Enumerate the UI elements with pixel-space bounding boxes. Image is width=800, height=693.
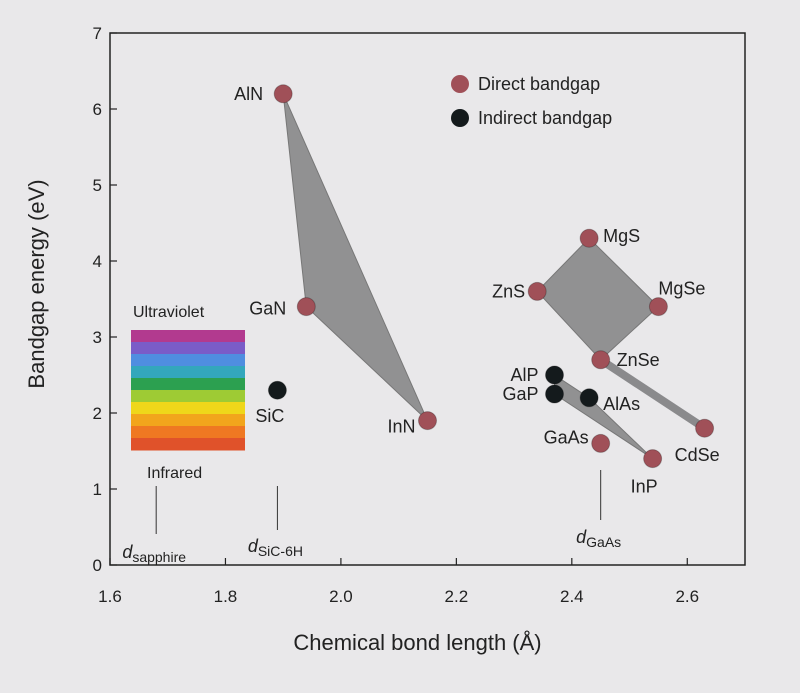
spectrum-box [131, 330, 245, 451]
reference-d: d [122, 542, 133, 562]
point-gan [296, 297, 316, 317]
legend-label-direct-bandgap: Direct bandgap [478, 74, 600, 94]
spectrum-band-8 [131, 426, 245, 439]
reference-d: d [576, 527, 587, 547]
point-mgs [579, 228, 599, 248]
point-alas [579, 388, 599, 408]
legend-marker-direct-bandgap [451, 75, 469, 93]
y-tick-label: 2 [93, 404, 102, 423]
point-gaas [591, 433, 611, 453]
point-alp [545, 365, 564, 385]
shaded-region-aln-gan-inn [282, 93, 428, 421]
point-inn [418, 411, 437, 431]
x-tick-label: 1.6 [98, 587, 122, 606]
spectrum-band-9 [131, 438, 245, 451]
point-label-inp: InP [631, 477, 658, 497]
spectrum-band-0 [131, 330, 245, 343]
y-tick-label: 1 [93, 480, 102, 499]
spectrum-band-1 [131, 342, 245, 355]
reference-label-sapphire: dsapphire [122, 542, 186, 565]
legend-marker-indirect-bandgap [451, 109, 469, 127]
point-label-sic: SiC [255, 406, 284, 426]
point-label-gap: GaP [502, 384, 538, 404]
point-mgse [648, 297, 668, 317]
reference-subscript: sapphire [132, 549, 186, 565]
connector-lines [598, 356, 707, 432]
y-tick-label: 5 [93, 176, 102, 195]
point-label-alas: AlAs [603, 394, 640, 414]
x-axis-title: Chemical bond length (Å) [293, 630, 541, 655]
spectrum-band-2 [131, 354, 245, 367]
spectrum-infrared-label: Infrared [147, 465, 202, 482]
point-aln [273, 84, 293, 104]
point-label-inn: InN [387, 417, 415, 437]
point-label-gan: GaN [249, 299, 286, 319]
axes [109, 32, 746, 566]
legend: Direct bandgap Indirect bandgap [451, 74, 612, 128]
point-zns [527, 281, 547, 301]
reference-label-sic-6h: dSiC-6H [248, 536, 303, 559]
y-tick-label: 4 [93, 252, 102, 271]
point-label-gaas: GaAs [544, 427, 589, 447]
legend-label-indirect-bandgap: Indirect bandgap [478, 108, 612, 128]
y-tick-label: 6 [93, 100, 102, 119]
reference-d: d [248, 536, 259, 556]
point-label-znse: ZnSe [617, 350, 660, 370]
connector-znse-cdse [598, 356, 707, 432]
point-label-alp: AlP [510, 365, 538, 385]
x-tick-label: 2.0 [329, 587, 353, 606]
reference-subscript: GaAs [586, 534, 621, 550]
point-label-cdse: CdSe [675, 445, 720, 465]
shaded-region-mgs-mgse-znse-zns [536, 237, 660, 361]
x-tick-label: 1.8 [214, 587, 238, 606]
point-cdse [695, 418, 715, 438]
point-znse [591, 350, 611, 370]
spectrum-band-7 [131, 414, 245, 427]
x-tick-label: 2.4 [560, 587, 584, 606]
reference-label-gaas: dGaAs [576, 527, 621, 550]
point-label-aln: AlN [234, 84, 263, 104]
plot-frame [109, 32, 746, 566]
y-tick-label: 7 [93, 24, 102, 43]
spectrum-band-6 [131, 402, 245, 415]
ticks: 1.6 1.8 2.0 2.2 2.4 2.6 0 1 2 3 4 5 6 7 [93, 24, 700, 606]
y-tick-label: 0 [93, 556, 102, 575]
point-inp [643, 449, 663, 469]
spectrum-ultraviolet-label: Ultraviolet [133, 304, 205, 321]
shaded-regions [282, 93, 660, 460]
y-axis-title: Bandgap energy (eV) [24, 179, 49, 388]
point-label-mgs: MgS [603, 226, 640, 246]
point-sic [267, 380, 287, 400]
spectrum-band-3 [131, 366, 245, 379]
reference-subscript: SiC-6H [258, 543, 303, 559]
x-tick-label: 2.6 [675, 587, 699, 606]
spectrum-band-4 [131, 378, 245, 391]
x-tick-label: 2.2 [445, 587, 469, 606]
point-label-mgse: MgSe [658, 279, 705, 299]
spectrum-band-5 [131, 390, 245, 403]
y-tick-label: 3 [93, 328, 102, 347]
point-label-zns: ZnS [492, 281, 525, 301]
point-gap [545, 384, 564, 404]
